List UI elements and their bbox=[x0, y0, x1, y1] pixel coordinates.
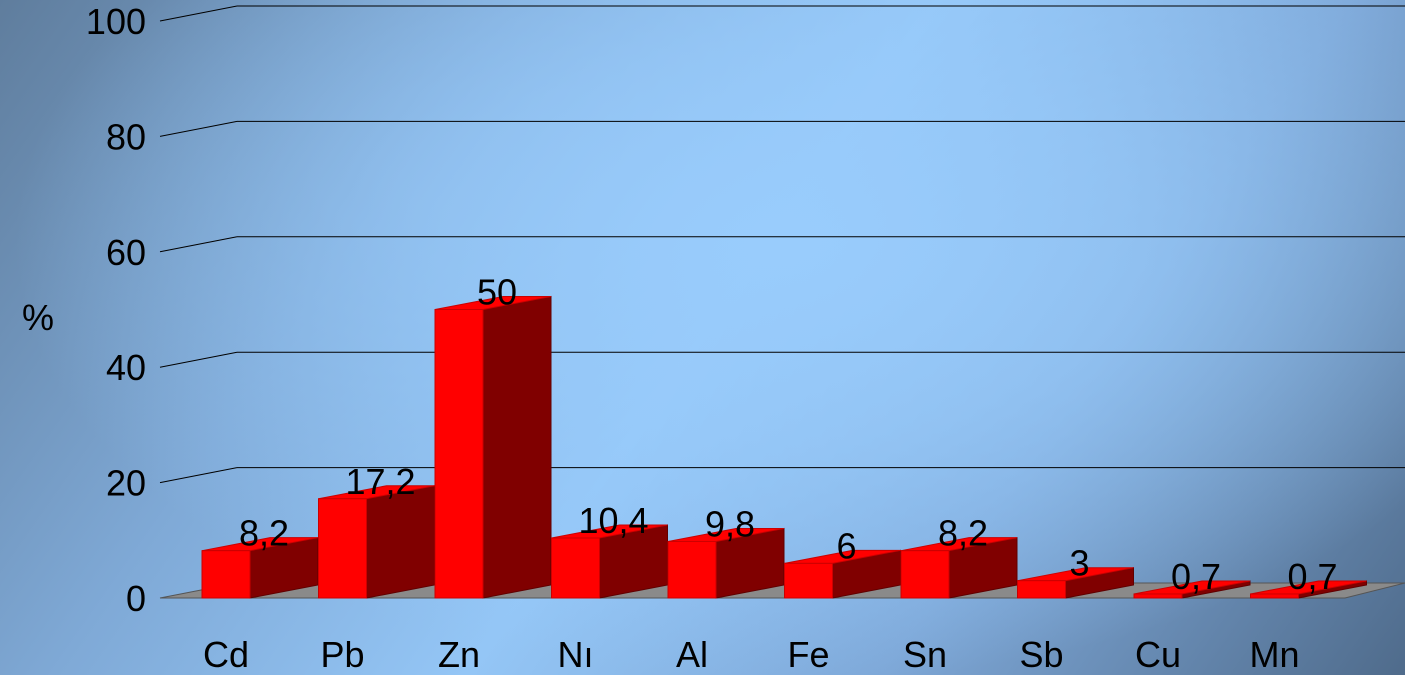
x-tick-label: Cu bbox=[1135, 634, 1181, 675]
y-tick-label: 80 bbox=[106, 116, 146, 157]
bar-front bbox=[784, 562, 833, 599]
y-tick-label: 100 bbox=[86, 1, 146, 42]
x-tick-label: Fe bbox=[787, 634, 829, 675]
bar-front bbox=[318, 498, 367, 599]
gridline-diagonal bbox=[159, 5, 238, 22]
bar-front bbox=[1133, 593, 1183, 599]
gridline-diagonal bbox=[159, 120, 238, 137]
bar-front bbox=[667, 540, 717, 599]
data-label: 10,4 bbox=[578, 500, 648, 541]
bar-front bbox=[434, 309, 484, 599]
bar-Nı bbox=[551, 524, 668, 599]
bar-front bbox=[1017, 580, 1066, 599]
data-label: 6 bbox=[836, 525, 856, 566]
y-tick-label: 60 bbox=[106, 232, 146, 273]
bar-Cu bbox=[1133, 580, 1251, 599]
data-label: 17,2 bbox=[345, 461, 415, 502]
bar-front bbox=[1250, 593, 1299, 599]
bar-Al bbox=[667, 527, 785, 599]
data-labels: 8,2 17,2 50 10,4 9,8 6 8,2 3 0,7 0,7 bbox=[239, 272, 1338, 597]
x-tick-label: Sb bbox=[1019, 634, 1063, 675]
y-tick-label: 0 bbox=[126, 578, 146, 619]
bar-front bbox=[201, 550, 251, 599]
bar-Cd bbox=[201, 537, 319, 599]
data-label: 3 bbox=[1069, 543, 1089, 584]
data-label: 0,7 bbox=[1171, 556, 1221, 597]
bar-side bbox=[482, 295, 552, 599]
data-label: 0,7 bbox=[1287, 556, 1337, 597]
bar-Sn bbox=[900, 537, 1018, 599]
bar-front bbox=[900, 550, 950, 599]
gridline-diagonal bbox=[159, 351, 238, 368]
data-label: 9,8 bbox=[705, 503, 755, 544]
x-tick-label: Nı bbox=[558, 634, 594, 675]
data-label: 50 bbox=[477, 272, 517, 313]
y-tick-label: 40 bbox=[106, 347, 146, 388]
y-tick-label: 20 bbox=[106, 463, 146, 504]
bar-Sb bbox=[1017, 567, 1134, 599]
bar-Pb bbox=[318, 485, 435, 599]
x-tick-label: Pb bbox=[320, 634, 364, 675]
data-label: 8,2 bbox=[938, 513, 988, 554]
gridline-diagonal bbox=[159, 236, 238, 253]
x-tick-label: Cd bbox=[203, 634, 249, 675]
data-label: 8,2 bbox=[239, 513, 289, 554]
bar-Zn bbox=[434, 295, 552, 599]
x-tick-label: Mn bbox=[1249, 634, 1299, 675]
bar-Mn bbox=[1250, 580, 1367, 599]
x-tick-label: Zn bbox=[438, 634, 480, 675]
gridline-diagonal bbox=[159, 467, 238, 484]
gridlines bbox=[159, 5, 1405, 484]
y-axis-title: % bbox=[22, 297, 54, 338]
bar-Fe bbox=[784, 549, 901, 599]
bar-front bbox=[551, 537, 600, 599]
y-axis: 0 20 40 60 80 100 bbox=[86, 1, 146, 619]
x-axis: Cd Pb Zn Nı Al Fe Sn Sb Cu Mn bbox=[203, 634, 1300, 675]
bars bbox=[201, 295, 1367, 599]
x-tick-label: Al bbox=[676, 634, 708, 675]
bar-side bbox=[366, 485, 435, 599]
x-tick-label: Sn bbox=[903, 634, 947, 675]
